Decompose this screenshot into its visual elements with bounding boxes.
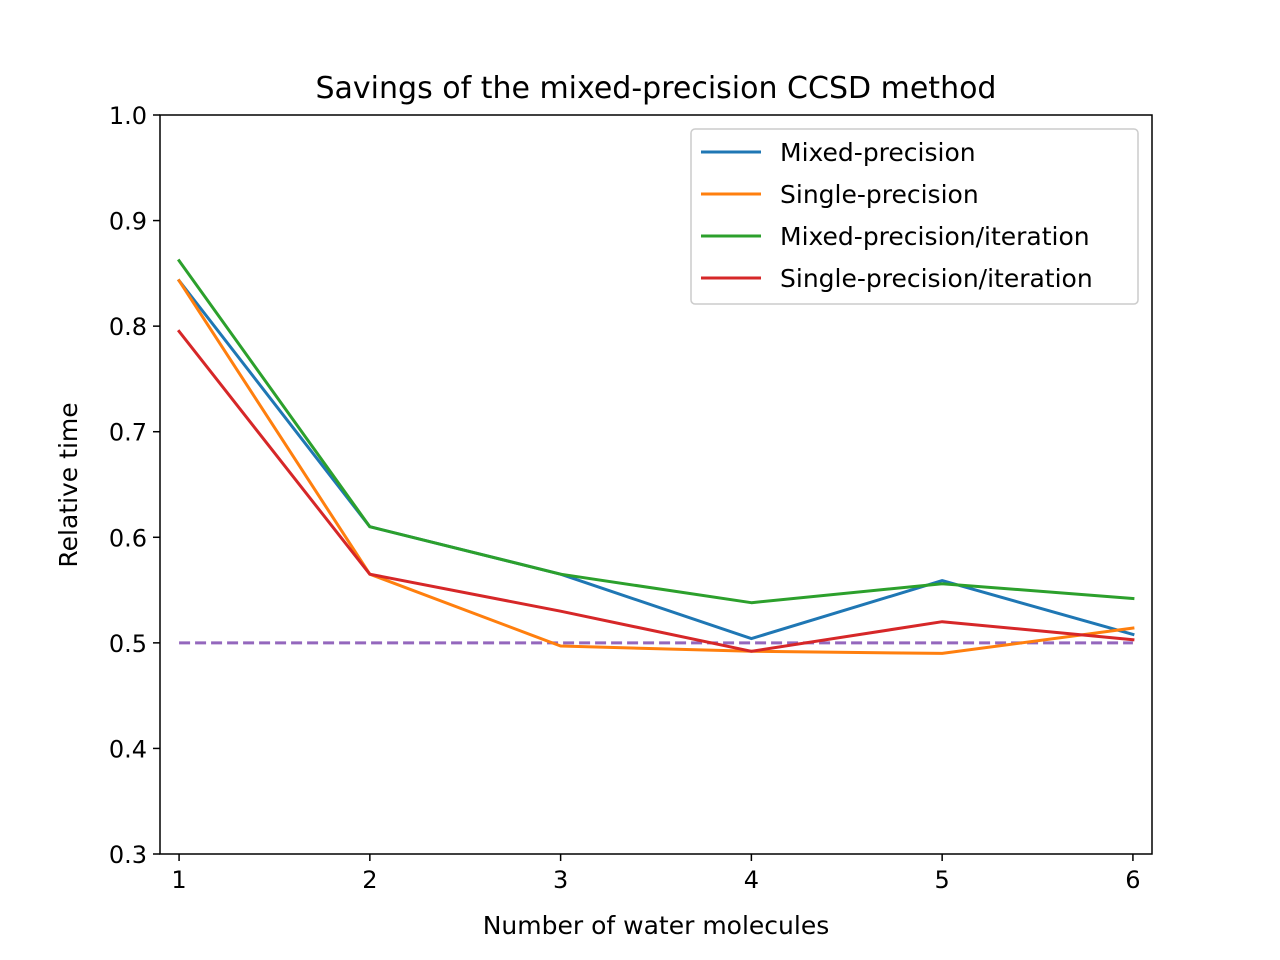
legend-label-2: Single-precision	[780, 180, 979, 209]
x-axis: 1 2 3 4 5 6	[171, 854, 1141, 894]
x-tick-label: 5	[935, 866, 950, 894]
series-line-1	[176, 278, 1135, 641]
legend-frame	[690, 128, 1139, 305]
y-tick-label: 0.4	[109, 735, 147, 763]
plot-frame	[159, 114, 1153, 855]
series-line-4	[176, 329, 1135, 653]
y-axis: 0.3 0.4 0.5 0.6 0.7 0.8 0.9 1.0	[109, 102, 160, 869]
y-tick-label: 1.0	[109, 102, 147, 130]
series-line-2	[177, 278, 1135, 655]
y-tick-label: 0.8	[109, 313, 147, 341]
series-line-3	[177, 258, 1135, 605]
x-tick-label: 1	[171, 866, 186, 894]
legend-label-1: Mixed-precision	[780, 138, 976, 167]
legend-label-3: Mixed-precision/iteration	[780, 222, 1090, 251]
x-axis-label: Number of water molecules	[483, 911, 830, 940]
chart-title: Savings of the mixed-precision CCSD meth…	[316, 71, 997, 106]
legend-label-4: Single-precision/iteration	[780, 264, 1093, 293]
y-tick-label: 0.9	[109, 208, 147, 236]
y-tick-label: 0.3	[109, 841, 147, 869]
plot-content	[176, 258, 1135, 655]
x-tick-label: 3	[553, 866, 568, 894]
y-tick-label: 0.5	[109, 630, 147, 658]
legend: Mixed-precision Single-precision Mixed-pre…	[690, 128, 1139, 305]
x-tick-label: 2	[362, 866, 377, 894]
y-tick-label: 0.7	[109, 419, 147, 447]
x-tick-label: 4	[744, 866, 759, 894]
y-axis-label: Relative time	[54, 402, 83, 567]
y-tick-label: 0.6	[109, 524, 147, 552]
x-tick-label: 6	[1125, 866, 1140, 894]
